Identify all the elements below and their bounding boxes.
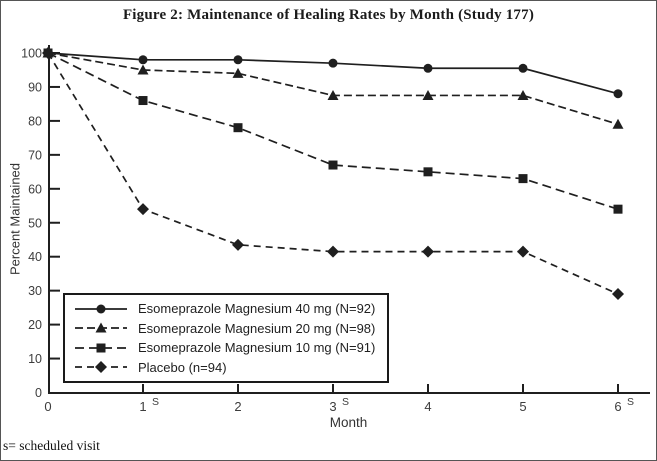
x-tick-superscript: S — [627, 396, 634, 408]
footnote-scheduled-visit: s= scheduled visit — [3, 438, 100, 453]
series-diamond — [42, 47, 624, 301]
square-marker-icon — [518, 174, 528, 184]
x-tick-label: 1 — [139, 399, 146, 414]
y-tick-label: 50 — [28, 216, 42, 230]
circle-marker-icon — [138, 55, 148, 65]
legend-label: Esomeprazole Magnesium 10 mg (N=91) — [138, 340, 376, 356]
legend-item: Esomeprazole Magnesium 10 mg (N=91) — [73, 338, 379, 357]
y-tick-label: 60 — [28, 182, 42, 196]
circle-marker-icon — [328, 58, 338, 68]
chart-title: Figure 2: Maintenance of Healing Rates b… — [122, 7, 535, 23]
x-tick-label: 5 — [519, 399, 526, 414]
x-axis-label: Month — [329, 415, 368, 430]
diamond-marker-icon — [42, 47, 54, 59]
triangle-marker-icon — [232, 67, 244, 78]
legend: Esomeprazole Magnesium 40 mg (N=92) Esome… — [63, 293, 389, 383]
square-marker-icon — [613, 204, 623, 214]
square-marker-icon — [96, 343, 106, 353]
series-line — [47, 52, 619, 210]
x-tick-label: 2 — [234, 399, 241, 414]
x-tick-superscript: S — [152, 396, 159, 408]
y-tick-label: 90 — [28, 80, 42, 94]
legend-item: Placebo (n=94) — [73, 358, 379, 377]
x-tick-label: 4 — [424, 399, 431, 414]
triangle-marker-icon — [612, 118, 624, 129]
legend-square-marker-icon — [75, 343, 127, 353]
triangle-marker-icon — [517, 89, 529, 100]
square-marker-icon — [138, 96, 148, 106]
legend-label: Placebo (n=94) — [138, 359, 227, 375]
circle-marker-icon — [518, 63, 528, 73]
legend-item: Esomeprazole Magnesium 40 mg (N=92) — [73, 299, 379, 318]
y-axis-label: Percent Maintained — [7, 162, 23, 276]
triangle-marker-icon — [327, 89, 339, 100]
diamond-marker-icon — [137, 203, 149, 216]
diamond-marker-icon — [612, 288, 624, 301]
legend-label: Esomeprazole Magnesium 20 mg (N=98) — [138, 320, 376, 336]
diamond-marker-icon — [95, 361, 107, 374]
y-tick-label: 20 — [28, 318, 42, 332]
y-tick-label: 70 — [28, 148, 42, 162]
diamond-marker-icon — [517, 245, 529, 258]
legend-circle-marker-icon — [75, 304, 127, 314]
y-tick-label: 10 — [28, 352, 42, 366]
legend-triangle-marker-icon — [75, 322, 127, 333]
square-marker-icon — [233, 123, 243, 133]
circle-marker-icon — [233, 55, 243, 65]
circle-marker-icon — [613, 89, 623, 99]
triangle-marker-icon — [422, 89, 434, 100]
triangle-marker-icon — [137, 64, 149, 75]
square-marker-icon — [328, 160, 338, 170]
x-tick-superscript: S — [342, 396, 349, 408]
legend-label: Esomeprazole Magnesium 40 mg (N=92) — [138, 301, 376, 317]
y-tick-label: 100 — [21, 47, 42, 61]
square-marker-icon — [423, 167, 433, 177]
diamond-marker-icon — [422, 245, 434, 258]
circle-marker-icon — [96, 304, 106, 314]
y-tick-label: 40 — [28, 250, 42, 264]
y-tick-label: 30 — [28, 284, 42, 298]
y-tick-label: 0 — [35, 386, 42, 400]
diamond-marker-icon — [327, 245, 339, 258]
x-tick-label: 6 — [614, 399, 621, 414]
legend-item: Esomeprazole Magnesium 20 mg (N=98) — [73, 319, 379, 338]
series-line — [47, 52, 619, 295]
diamond-marker-icon — [232, 238, 244, 251]
legend-diamond-marker-icon — [75, 361, 127, 374]
x-tick-label: 0 — [44, 399, 51, 414]
y-tick-label: 80 — [28, 114, 42, 128]
circle-marker-icon — [423, 63, 433, 73]
triangle-marker-icon — [95, 322, 107, 333]
x-tick-label: 3 — [329, 399, 336, 414]
